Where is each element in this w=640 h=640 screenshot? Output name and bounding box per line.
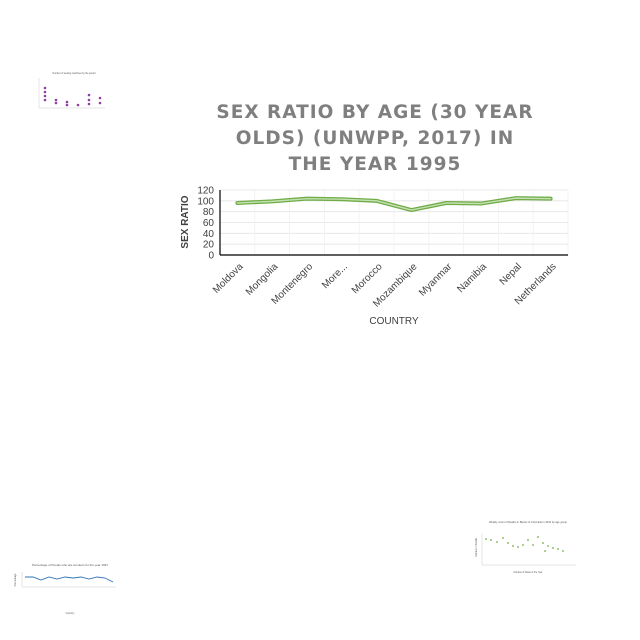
thumbnail-chart-bottom-left: Percentage of People who are smokers for… [14,563,116,615]
series-line-highlight [236,197,552,211]
y-axis-label: SEX RATIO [180,195,191,248]
x-axis-label: COUNTRY [369,316,419,327]
x-tick-label: More... [320,261,350,291]
x-tick-label: Namibia [455,261,489,295]
series-lines [235,196,553,213]
thumbnail-top-left-points [43,86,102,107]
thumbnail-bottom-right-title: Weekly count of Deaths in Bamet of Colum… [489,520,568,524]
thumbnail-bottom-right-ylabel: Number of Deaths [475,537,478,556]
thumbnail-bottom-left-title: Percentage of People who are smokers for… [32,563,108,567]
y-tick-label: 60 [203,218,215,229]
x-tick-label: Moldova [211,261,246,296]
y-tick-label: 120 [197,186,214,197]
thumbnail-bottom-right-xlabel: Number of Week of the Year [514,571,543,574]
thumbnail-top-left-title: Number of sewing machines by the period [53,72,97,75]
x-tick-label: Morocco [350,261,385,296]
y-tick-label: 0 [208,251,214,262]
axes [219,190,568,256]
chart-title: SEX RATIO BY AGE (30 YEAR OLDS) (UNWPP, … [216,102,534,175]
x-tick-label: Nepal [498,261,524,287]
y-tick-label: 40 [203,229,215,240]
thumbnail-bottom-left-ylabel: Percentage [14,573,17,586]
thumbnail-chart-bottom-right: Weekly count of Deaths in Bamet of Colum… [475,520,576,574]
y-tick-label: 100 [197,196,214,207]
y-tick-label: 20 [203,240,215,251]
x-tick-label: Myanmar [417,261,455,299]
thumbnail-bottom-left-line [25,576,114,583]
y-tick-label: 80 [203,207,215,218]
thumbnail-bottom-right-points [485,536,564,552]
thumbnail-chart-top-left: Number of sewing machines by the period [38,72,105,109]
thumbnail-bottom-left-xlabel: Country [66,612,76,615]
